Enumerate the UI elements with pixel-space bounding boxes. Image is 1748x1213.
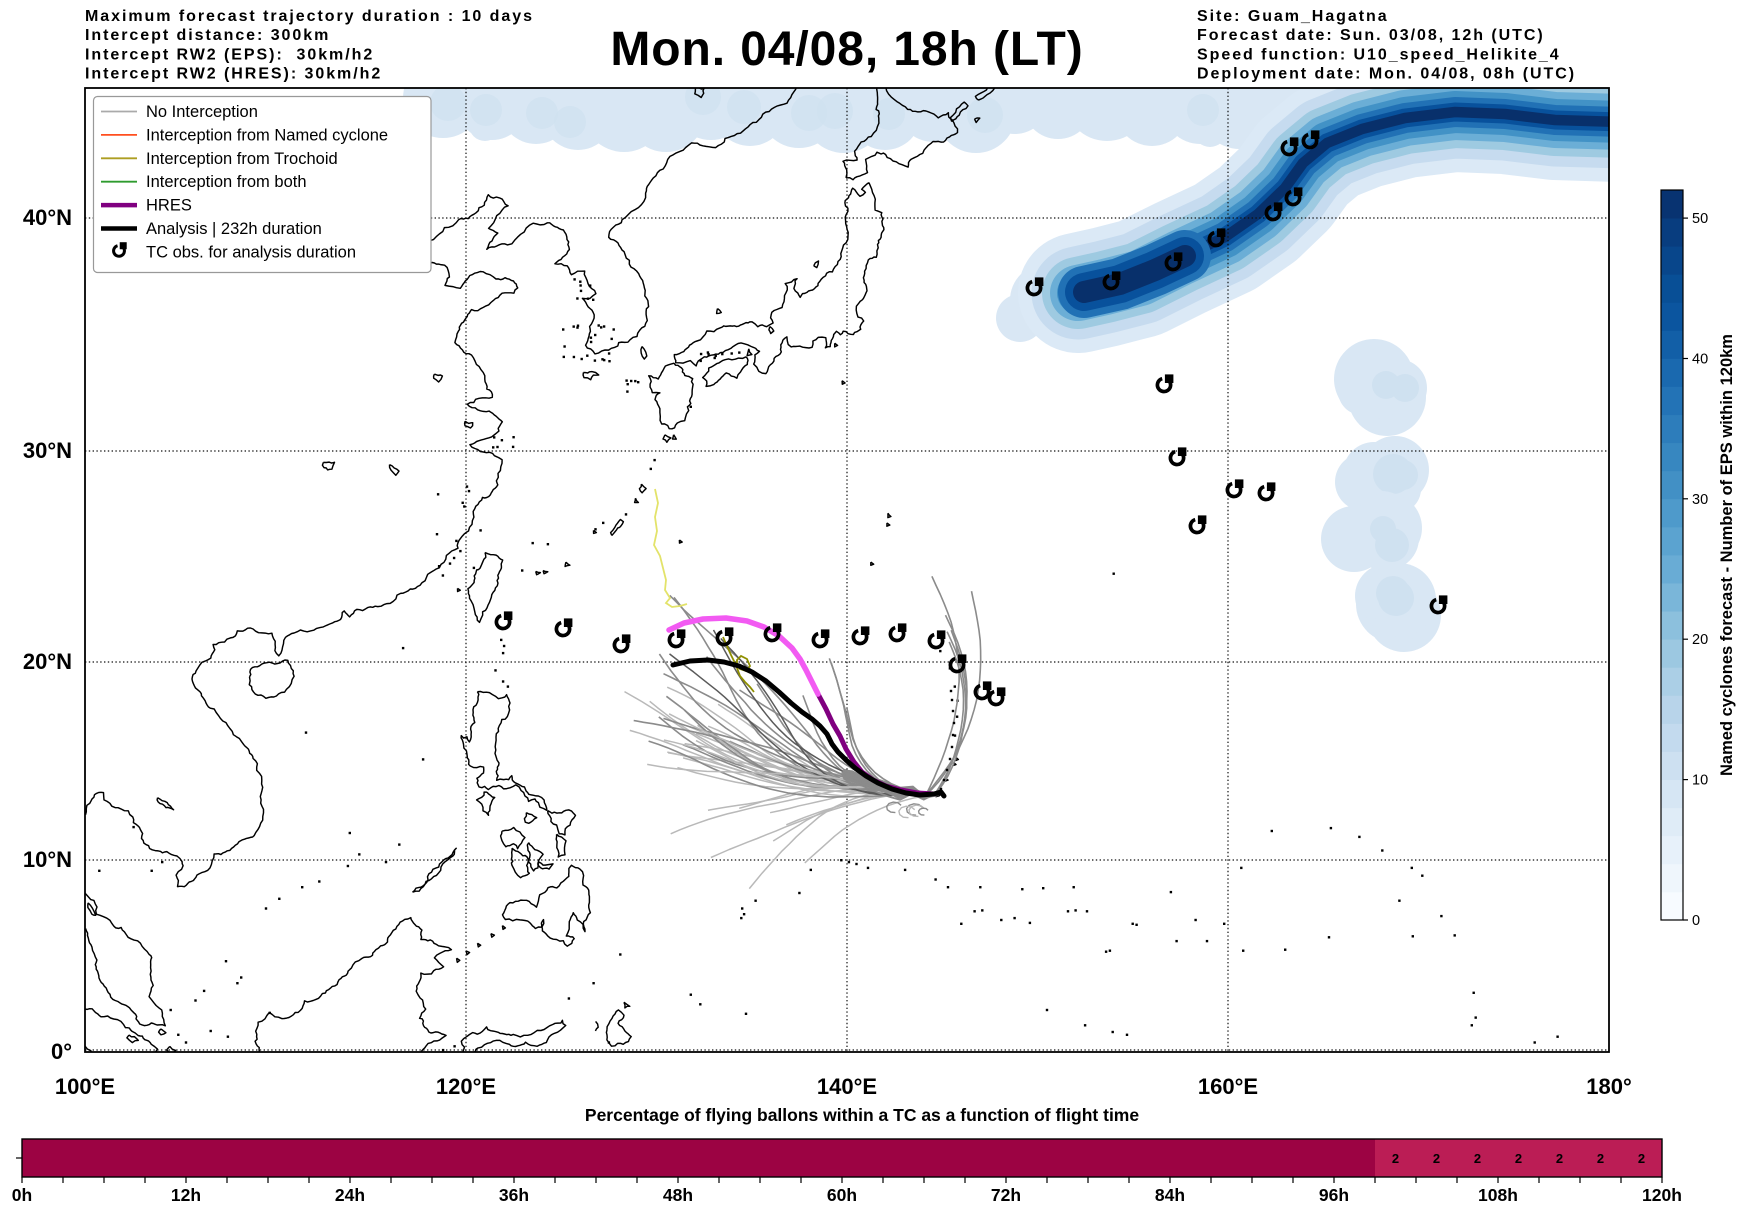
svg-text:2: 2 [1638, 1151, 1645, 1166]
svg-text:Interception from Named cyclon: Interception from Named cyclone [146, 126, 388, 144]
svg-text:2: 2 [1433, 1151, 1440, 1166]
svg-text:Site: Guam_Hagatna: Site: Guam_Hagatna [1197, 8, 1389, 25]
svg-text:96h: 96h [1319, 1185, 1349, 1205]
svg-text:40: 40 [1692, 352, 1708, 368]
svg-text:Intercept RW2 (HRES): 30km/h2: Intercept RW2 (HRES): 30km/h2 [85, 66, 382, 83]
svg-text:20°N: 20°N [23, 649, 72, 674]
svg-text:2: 2 [1392, 1151, 1399, 1166]
svg-text:TC obs. for analysis duration: TC obs. for analysis duration [146, 243, 356, 261]
svg-text:36h: 36h [499, 1185, 529, 1205]
svg-text:48h: 48h [663, 1185, 693, 1205]
svg-text:2: 2 [1556, 1151, 1563, 1166]
svg-text:Interception from both: Interception from both [146, 173, 307, 191]
svg-text:10°N: 10°N [23, 847, 72, 872]
svg-text:140°E: 140°E [817, 1074, 877, 1099]
svg-text:12h: 12h [171, 1185, 201, 1205]
svg-text:72h: 72h [991, 1185, 1021, 1205]
svg-text:2: 2 [1597, 1151, 1604, 1166]
svg-text:0: 0 [1692, 913, 1700, 929]
svg-text:30: 30 [1692, 492, 1708, 508]
svg-text:Mon. 04/08, 18h (LT): Mon. 04/08, 18h (LT) [610, 23, 1083, 76]
svg-text:120h: 120h [1642, 1185, 1682, 1205]
svg-text:2: 2 [1474, 1151, 1481, 1166]
svg-text:50: 50 [1692, 211, 1708, 227]
svg-text:60h: 60h [827, 1185, 857, 1205]
svg-text:Interception from Trochoid: Interception from Trochoid [146, 150, 338, 168]
svg-text:2: 2 [1515, 1151, 1522, 1166]
svg-text:Analysis | 232h duration: Analysis | 232h duration [146, 220, 322, 238]
svg-text:Speed function: U10_speed_Heli: Speed function: U10_speed_Helikite_4 [1197, 46, 1561, 63]
svg-text:20: 20 [1692, 632, 1708, 648]
svg-text:120°E: 120°E [436, 1074, 496, 1099]
svg-text:Intercept distance: 300km: Intercept distance: 300km [85, 27, 330, 44]
svg-text:0h: 0h [12, 1185, 32, 1205]
svg-text:0°: 0° [51, 1039, 72, 1064]
svg-text:Forecast date: Sun. 03/08, 12h: Forecast date: Sun. 03/08, 12h (UTC) [1197, 27, 1545, 44]
svg-text:Named cyclones forecast - Numb: Named cyclones forecast - Number of EPS … [1718, 334, 1736, 776]
svg-text:40°N: 40°N [23, 205, 72, 230]
svg-text:108h: 108h [1478, 1185, 1518, 1205]
svg-text:24h: 24h [335, 1185, 365, 1205]
svg-text:No Interception: No Interception [146, 103, 258, 121]
svg-text:Maximum forecast trajectory du: Maximum forecast trajectory duration : 1… [85, 8, 534, 25]
svg-text:HRES: HRES [146, 197, 192, 215]
svg-text:Percentage of flying ballons w: Percentage of flying ballons within a TC… [585, 1105, 1139, 1125]
svg-text:84h: 84h [1155, 1185, 1185, 1205]
svg-text:180°: 180° [1586, 1074, 1632, 1099]
svg-text:30°N: 30°N [23, 438, 72, 463]
svg-text:160°E: 160°E [1198, 1074, 1258, 1099]
svg-text:Intercept RW2 (EPS): 30km/h2: Intercept RW2 (EPS): 30km/h2 [85, 46, 374, 63]
svg-text:100°E: 100°E [55, 1074, 115, 1099]
svg-text:Deployment date: Mon. 04/08, 0: Deployment date: Mon. 04/08, 08h (UTC) [1197, 66, 1576, 83]
svg-text:10: 10 [1692, 773, 1708, 789]
